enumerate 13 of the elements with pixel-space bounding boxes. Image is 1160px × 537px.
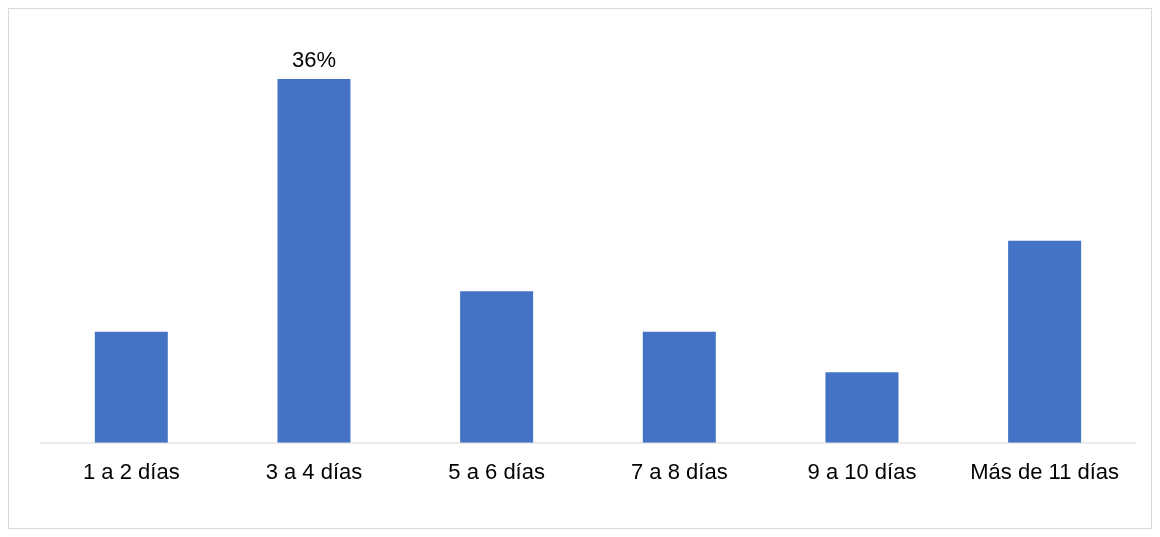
x-tick-label: 5 a 6 días (448, 458, 545, 484)
bar (94, 331, 168, 443)
bar (642, 331, 716, 443)
bar (825, 372, 899, 443)
x-tick-label: Más de 11 días (970, 458, 1120, 484)
bar (1008, 240, 1082, 443)
x-tick-label: 1 a 2 días (83, 458, 180, 484)
data-label: 36% (291, 47, 336, 72)
x-tick-label: 3 a 4 días (265, 458, 363, 484)
bar (277, 79, 351, 443)
bar (460, 291, 534, 443)
x-tick-label: 7 a 8 días (631, 458, 728, 484)
x-tick-label: 9 a 10 días (807, 458, 917, 484)
